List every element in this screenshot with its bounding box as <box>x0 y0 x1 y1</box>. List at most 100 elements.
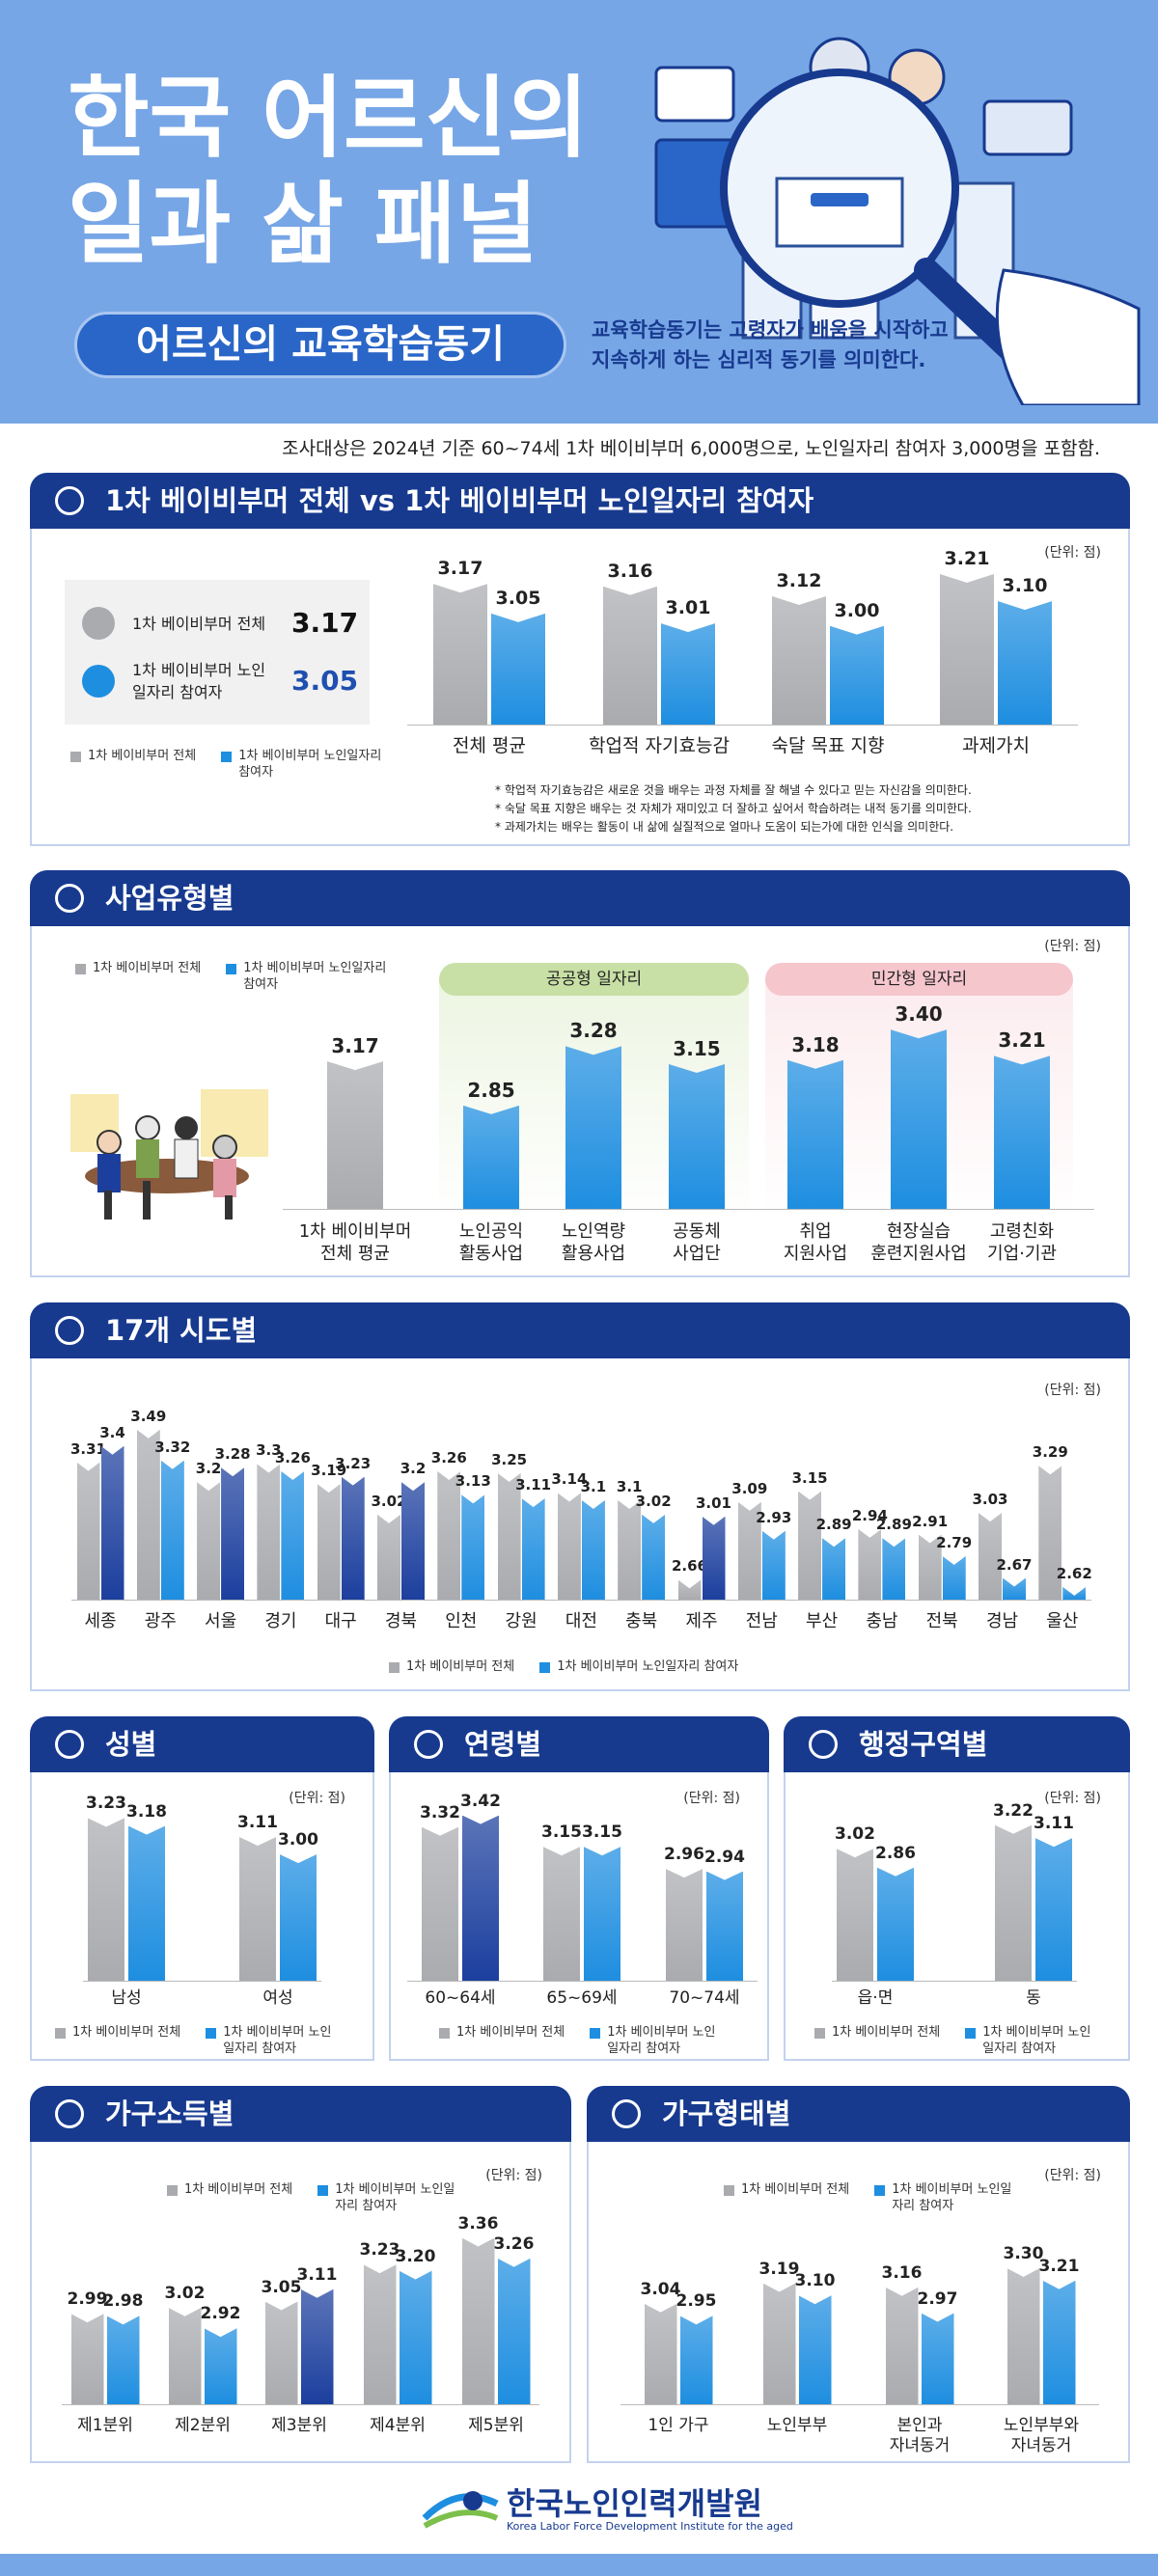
value-label: 2.79 <box>936 1534 973 1552</box>
bar <box>661 623 715 725</box>
bar <box>160 1460 184 1600</box>
value-label: 2.94 <box>851 1506 888 1524</box>
legend-item: 1차 베이비부머 전체 <box>70 749 196 765</box>
legend: 1차 베이비부머 전체 1차 베이비부머 노인일자리 참여자 <box>55 2025 334 2058</box>
bar <box>877 1867 914 1981</box>
value-label: 3.05 <box>495 587 541 609</box>
summary-box: 1차 베이비부머 전체 3.17 1차 베이비부머 노인일자리 참여자 3.05 <box>65 580 370 725</box>
bar <box>706 1871 743 1981</box>
section: 가구소득별 (단위: 점) 2.99 2.98 제1분위 3.02 2.92 제2분위 3.05… <box>30 2086 571 2463</box>
category-label: 울산 <box>1046 1611 1079 1631</box>
value-label: 2.91 <box>912 1512 949 1530</box>
category-label: 고령친화 기업·기관 <box>987 1221 1057 1264</box>
category-label: 노인부부 <box>766 2416 828 2435</box>
legend-swatch <box>539 1662 551 1673</box>
value-label: 3.05 <box>261 2277 302 2297</box>
value-label: 3.16 <box>881 2262 923 2283</box>
footnote: * 학업적 자기효능감은 새로운 것을 배우는 과정 자체를 잘 해낼 수 있다… <box>495 783 972 797</box>
legend-swatch <box>55 2028 66 2039</box>
legend-label: 1차 베이비부머 전체 <box>184 2182 293 2197</box>
category-label: 동 <box>1026 1988 1041 2008</box>
legend-swatch <box>70 752 81 762</box>
legend-item: 1차 베이비부머 노인일자리 참여자 <box>317 2182 460 2215</box>
legend-item: 1차 베이비부머 전체 <box>724 2182 849 2199</box>
value-label: 3.16 <box>607 560 653 582</box>
bar <box>399 2270 432 2404</box>
legend: 1차 베이비부머 전체 1차 베이비부머 노인일자리 참여자 <box>724 2182 1017 2215</box>
value-label: 3.28 <box>569 1019 618 1043</box>
category-label: 65~69세 <box>546 1988 618 2008</box>
legend-item: 1차 베이비부머 노인일자리 참여자 <box>206 2025 334 2058</box>
value-label: 3.12 <box>776 570 822 592</box>
bar <box>327 1061 383 1209</box>
bar <box>433 584 487 725</box>
bar <box>363 2264 397 2404</box>
value-label: 3.49 <box>130 1407 167 1425</box>
title-line: 일과 삶 패널 <box>68 173 538 276</box>
bar <box>666 1869 703 1981</box>
bar <box>798 1491 822 1600</box>
value-label: 3.00 <box>278 1830 318 1850</box>
value-label: 3.26 <box>274 1448 311 1466</box>
summary-icon <box>82 607 115 640</box>
value-label: 2.67 <box>996 1555 1033 1574</box>
bar <box>136 1429 160 1600</box>
legend-item: 1차 베이비부머 노인일자리 참여자 <box>965 2025 1098 2058</box>
category-label: 경북 <box>384 1611 418 1631</box>
bar <box>128 1825 165 1981</box>
category-label: 부산 <box>806 1611 839 1631</box>
legend-swatch <box>874 2185 886 2196</box>
section: 가구형태별 (단위: 점) 3.04 2.95 1인 가구 3.19 3.10 노인부부 3.1… <box>587 2086 1130 2463</box>
bar <box>1006 2268 1040 2404</box>
section-title: 행정구역별 <box>784 1716 1130 1772</box>
category-label: 세종 <box>84 1611 117 1631</box>
bar <box>918 1534 942 1600</box>
title-line: 한국 어르신의 <box>68 67 589 170</box>
bar <box>461 2237 495 2404</box>
category-label: 취업 지원사업 <box>783 1221 848 1264</box>
unit-label: (단위: 점) <box>1044 939 1101 954</box>
baseline <box>71 1600 1091 1601</box>
value-label: 3.32 <box>420 1802 460 1822</box>
value-label: 3.21 <box>998 1028 1046 1053</box>
bar <box>679 2316 713 2404</box>
bar <box>70 2314 104 2404</box>
value-label: 3.02 <box>164 2283 206 2303</box>
group-label: 민간형 일자리 <box>765 963 1073 996</box>
value-label: 3.1 <box>580 1477 607 1495</box>
bar <box>787 1059 843 1209</box>
bar <box>281 1470 305 1600</box>
bar <box>317 1484 341 1600</box>
category-label: 전남 <box>745 1611 778 1631</box>
bar <box>798 2295 832 2404</box>
value-label: 3.03 <box>972 1491 1008 1509</box>
category-label: 전북 <box>925 1611 958 1631</box>
bar <box>76 1462 100 1600</box>
bar <box>581 1499 605 1600</box>
value-label: 2.89 <box>875 1516 912 1534</box>
category-label: 광주 <box>144 1611 177 1631</box>
section-title: 가구형태별 <box>587 2086 1130 2142</box>
unit-label: (단위: 점) <box>1044 2168 1101 2183</box>
category-label: 경기 <box>264 1611 297 1631</box>
bar <box>669 1064 725 1209</box>
legend: 1차 베이비부머 전체 1차 베이비부머 노인일자리 참여자 <box>70 749 383 781</box>
value-label: 2.89 <box>815 1516 852 1534</box>
bar <box>644 2303 677 2404</box>
category-label: 본인과 자녀동거 <box>889 2416 951 2456</box>
value-label: 3.28 <box>214 1445 251 1464</box>
legend-label: 1차 베이비부머 노인일자리 참여자 <box>557 1659 739 1674</box>
bar <box>995 1824 1032 1981</box>
value-label: 3.14 <box>551 1470 588 1489</box>
value-label: 3.2 <box>400 1460 427 1478</box>
value-label: 3.1 <box>616 1477 643 1495</box>
value-label: 3.15 <box>541 1822 582 1843</box>
category-label: 읍·면 <box>857 1988 894 2008</box>
section-icon <box>55 2099 84 2128</box>
bar <box>882 1538 906 1600</box>
legend-item: 1차 베이비부머 전체 <box>55 2025 180 2042</box>
value-label: 3.11 <box>1034 1814 1074 1834</box>
bar <box>88 1818 124 1981</box>
bar <box>1062 1586 1087 1600</box>
